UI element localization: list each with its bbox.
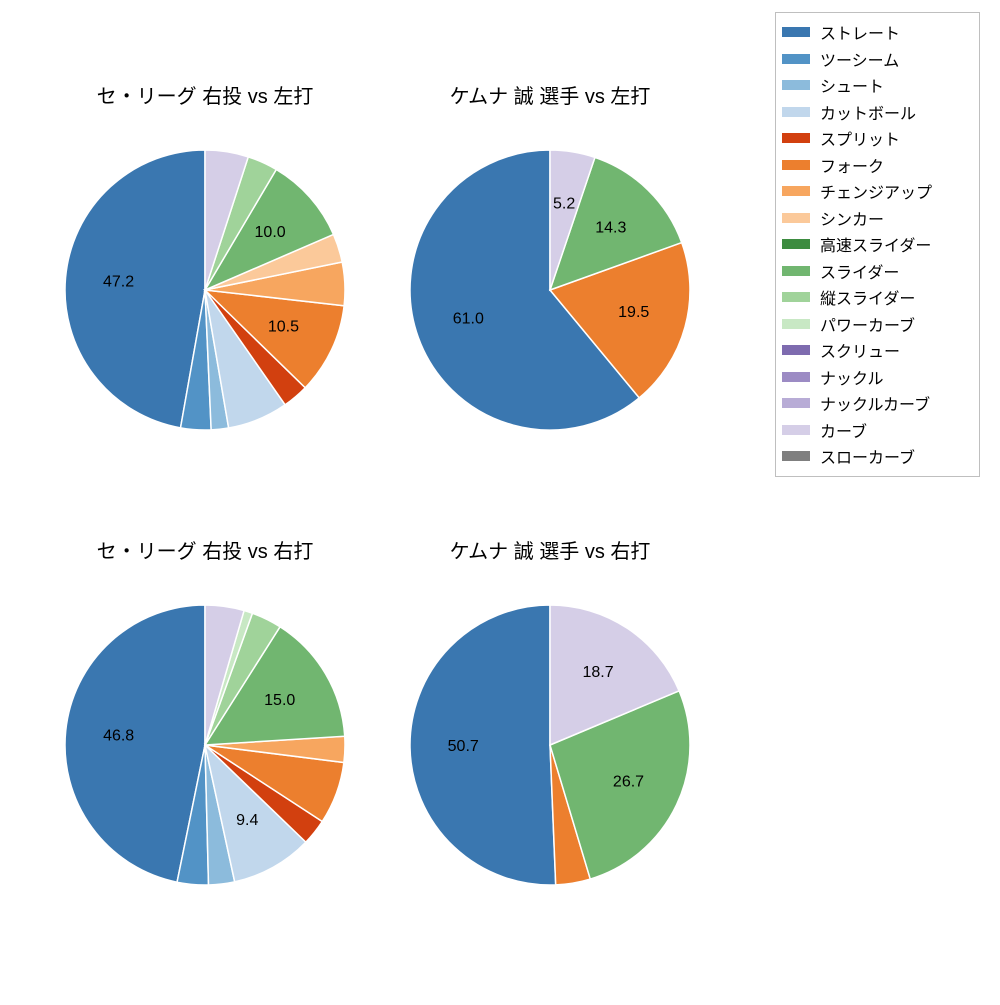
legend-swatch [782,319,810,329]
legend-item: 縦スライダー [782,284,973,311]
pie-slice [65,150,205,428]
legend-label: チェンジアップ [820,179,973,203]
pie-slice-label: 61.0 [453,311,484,328]
legend-label: ストレート [820,20,973,44]
legend-label: ナックル [820,365,973,389]
legend: ストレートツーシームシュートカットボールスプリットフォークチェンジアップシンカー… [775,12,980,477]
pie-slice-label: 47.2 [103,274,134,291]
pie-slice [410,605,556,885]
legend-swatch [782,239,810,249]
pie-slice-label: 19.5 [618,304,649,321]
pie-slice [65,605,205,882]
legend-swatch [782,54,810,64]
legend-swatch [782,107,810,117]
legend-item: スプリット [782,125,973,152]
legend-swatch [782,160,810,170]
legend-item: フォーク [782,152,973,179]
pie-slice-label: 15.0 [264,692,295,709]
legend-item: 高速スライダー [782,231,973,258]
legend-label: シュート [820,73,973,97]
legend-item: シュート [782,72,973,99]
legend-label: スクリュー [820,338,973,362]
legend-item: ナックルカーブ [782,390,973,417]
pie-slice-label: 5.2 [553,196,575,213]
pie-slice-label: 10.5 [268,318,299,335]
legend-item: ナックル [782,364,973,391]
pie-slice-label: 14.3 [595,219,626,236]
legend-item: ストレート [782,19,973,46]
legend-swatch [782,186,810,196]
legend-label: ツーシーム [820,47,973,71]
legend-swatch [782,292,810,302]
legend-label: パワーカーブ [820,312,973,336]
legend-label: スローカーブ [820,444,973,468]
legend-swatch [782,27,810,37]
pie-slice-label: 18.7 [582,664,613,681]
legend-label: フォーク [820,153,973,177]
legend-item: ツーシーム [782,46,973,73]
figure-stage: セ・リーグ 右投 vs 左打 47.2 10.5 10.0 ケムナ 誠 選手 vs 左打… [0,0,1000,1000]
legend-label: カットボール [820,100,973,124]
legend-item: スクリュー [782,337,973,364]
chart-title: セ・リーグ 右投 vs 左打 [97,85,314,108]
legend-label: シンカー [820,206,973,230]
legend-swatch [782,80,810,90]
legend-item: パワーカーブ [782,311,973,338]
legend-label: スプリット [820,126,973,150]
legend-swatch [782,398,810,408]
legend-swatch [782,372,810,382]
legend-label: ナックルカーブ [820,391,973,415]
legend-item: シンカー [782,205,973,232]
legend-item: スライダー [782,258,973,285]
legend-swatch [782,133,810,143]
pie-slice-label: 46.8 [103,728,134,745]
pie-slice-label: 26.7 [613,773,644,790]
pie-slice-label: 10.0 [255,224,286,241]
chart-title: ケムナ 誠 選手 vs 右打 [450,540,651,563]
legend-swatch [782,266,810,276]
legend-label: カーブ [820,418,973,442]
chart-title: セ・リーグ 右投 vs 右打 [97,540,314,563]
legend-swatch [782,451,810,461]
legend-swatch [782,425,810,435]
pie-slice-label: 9.4 [236,812,258,829]
chart-title: ケムナ 誠 選手 vs 左打 [450,85,651,108]
pie-slice-label: 50.7 [448,738,479,755]
legend-item: スローカーブ [782,443,973,470]
legend-item: カットボール [782,99,973,126]
legend-label: スライダー [820,259,973,283]
legend-swatch [782,213,810,223]
legend-swatch [782,345,810,355]
legend-item: カーブ [782,417,973,444]
legend-label: 縦スライダー [820,285,973,309]
legend-item: チェンジアップ [782,178,973,205]
legend-label: 高速スライダー [820,232,973,256]
